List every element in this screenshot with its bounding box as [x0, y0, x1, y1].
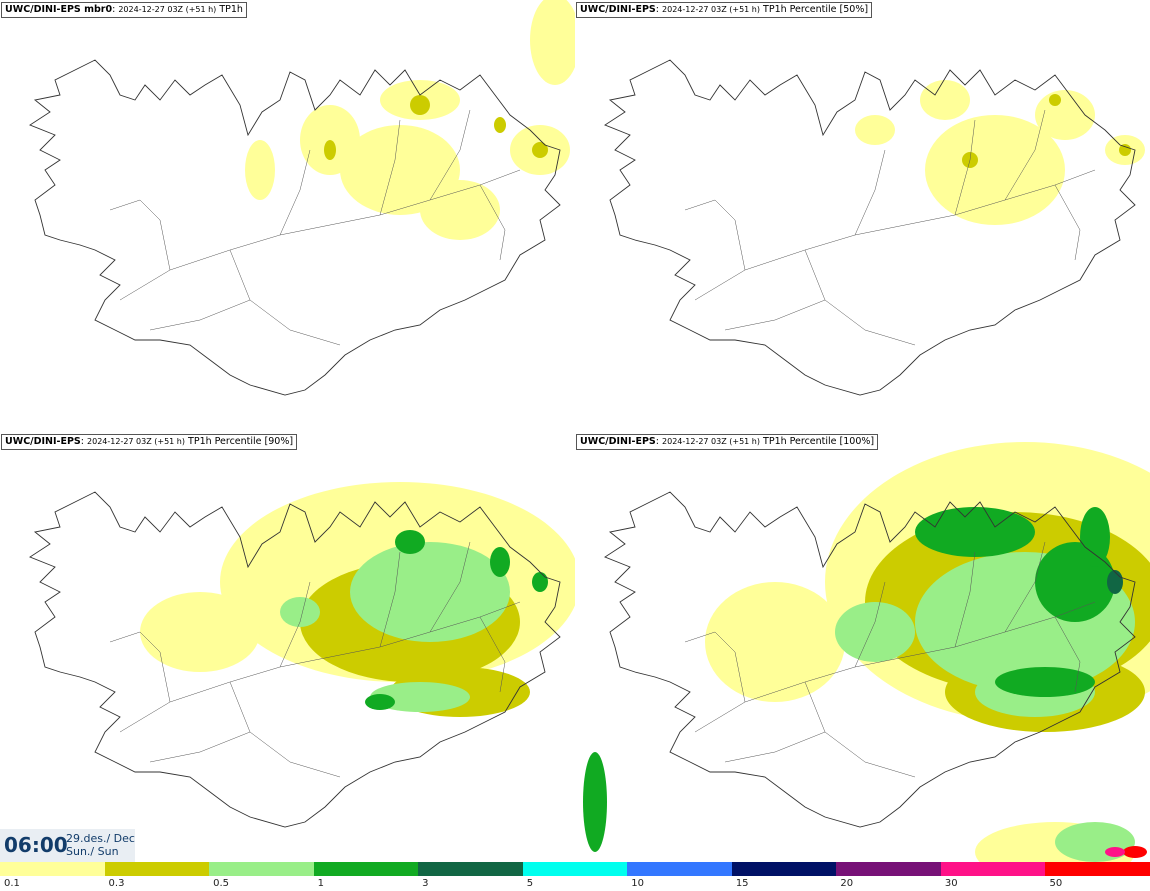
precip-contour [370, 682, 470, 712]
model-name: UWC/DINI-EPS [580, 436, 656, 447]
road-network [109, 109, 521, 346]
precip-contour [1105, 847, 1125, 857]
run-time: 2024-12-27 03Z (+51 h) [662, 437, 760, 446]
legend-tick-label: 3 [422, 878, 429, 889]
valid-time: 06:00 [4, 833, 68, 857]
field-name: TP1h [219, 4, 243, 15]
map-panel-p90: UWC/DINI-EPS: 2024-12-27 03Z (+51 h) TP1… [0, 432, 575, 864]
legend-swatch [522, 862, 628, 876]
legend-swatch [104, 862, 210, 876]
legend-swatch [1045, 862, 1150, 876]
precip-contour [324, 140, 336, 160]
model-name: UWC/DINI-EPS [580, 4, 656, 15]
panel-title: UWC/DINI-EPS: 2024-12-27 03Z (+51 h) TP1… [1, 434, 298, 450]
precip-contour [245, 140, 275, 200]
legend-swatch [418, 862, 523, 876]
valid-date: 29.des./ Dec Sun./ Sun [66, 832, 135, 858]
field-name: TP1h Percentile [90%] [188, 436, 294, 447]
legend-bar [0, 862, 1150, 876]
color-legend: 0.1 0.3 0.5 1 3 5 10 15 20 30 50 [0, 862, 1150, 891]
map-panel-p100: UWC/DINI-EPS: 2024-12-27 03Z (+51 h) TP1… [575, 432, 1150, 864]
precip-contour [1080, 507, 1110, 567]
legend-tick-label: 0.1 [4, 878, 20, 889]
precip-map [583, 442, 1150, 864]
legend-swatch [313, 862, 419, 876]
precip-contour [920, 80, 970, 120]
valid-time-box: 06:00 29.des./ Dec Sun./ Sun [0, 829, 135, 862]
model-name: UWC/DINI-EPS mbr0 [5, 4, 113, 15]
precip-contour [915, 507, 1035, 557]
coastline [29, 59, 561, 396]
legend-tick-label: 50 [1049, 878, 1063, 889]
precip-contour [532, 142, 548, 158]
legend-swatch [940, 862, 1046, 876]
road-network [684, 109, 1096, 346]
panel-title: UWC/DINI-EPS mbr0: 2024-12-27 03Z (+51 h… [1, 2, 247, 18]
run-time: 2024-12-27 03Z (+51 h) [87, 437, 185, 446]
precip-contour [395, 530, 425, 554]
coastline [604, 59, 1136, 396]
precip-contour [280, 597, 320, 627]
precip-contour [532, 572, 548, 592]
precip-contour [1055, 822, 1135, 862]
coastline [29, 491, 561, 828]
precip-contour [705, 582, 845, 702]
field-name: TP1h Percentile [100%] [763, 436, 875, 447]
precip-contour [583, 752, 607, 852]
field-name: TP1h Percentile [50%] [763, 4, 869, 15]
precip-map [29, 0, 575, 396]
precip-contour [1119, 144, 1131, 156]
precip-contour [1107, 570, 1123, 594]
legend-tick-label: 15 [735, 878, 749, 889]
legend-tick-label: 1 [317, 878, 324, 889]
coastline [604, 491, 1136, 828]
legend-tick-label: 0.5 [213, 878, 229, 889]
precip-contour [1123, 846, 1147, 858]
precip-contour [855, 115, 895, 145]
precip-contour [530, 0, 575, 85]
legend-tick-label: 20 [840, 878, 854, 889]
legend-swatch [731, 862, 837, 876]
precip-contour [140, 592, 260, 672]
precip-map [29, 482, 575, 828]
precip-contour [835, 602, 915, 662]
legend-swatch [209, 862, 314, 876]
road-network [684, 541, 1096, 778]
map-panel-member0: UWC/DINI-EPS mbr0: 2024-12-27 03Z (+51 h… [0, 0, 575, 432]
legend-swatch [836, 862, 941, 876]
legend-tick-label: 0.3 [108, 878, 125, 889]
run-time: 2024-12-27 03Z (+51 h) [662, 5, 760, 14]
precip-contour [365, 694, 395, 710]
run-time: 2024-12-27 03Z (+51 h) [118, 5, 217, 14]
panel-title: UWC/DINI-EPS: 2024-12-27 03Z (+51 h) TP1… [576, 2, 873, 18]
precip-contour [490, 547, 510, 577]
precip-contour [1049, 94, 1061, 106]
model-name: UWC/DINI-EPS [5, 436, 81, 447]
legend-tick-label: 30 [944, 878, 958, 889]
road-network [109, 541, 521, 778]
precip-contour [420, 180, 500, 240]
legend-tick-label: 10 [631, 878, 644, 889]
precip-contour [494, 117, 506, 133]
map-panel-p50: UWC/DINI-EPS: 2024-12-27 03Z (+51 h) TP1… [575, 0, 1150, 432]
precip-contour [410, 95, 430, 115]
valid-date-line1: 29.des./ Dec [66, 832, 135, 845]
precip-contour [995, 667, 1095, 697]
legend-swatch [0, 862, 105, 876]
panel-title: UWC/DINI-EPS: 2024-12-27 03Z (+51 h) TP1… [576, 434, 879, 450]
precip-contour [350, 542, 510, 642]
precip-map [604, 59, 1145, 396]
legend-tick-label: 5 [526, 878, 534, 889]
legend-swatch [627, 862, 732, 876]
valid-date-line2: Sun./ Sun [66, 845, 119, 858]
